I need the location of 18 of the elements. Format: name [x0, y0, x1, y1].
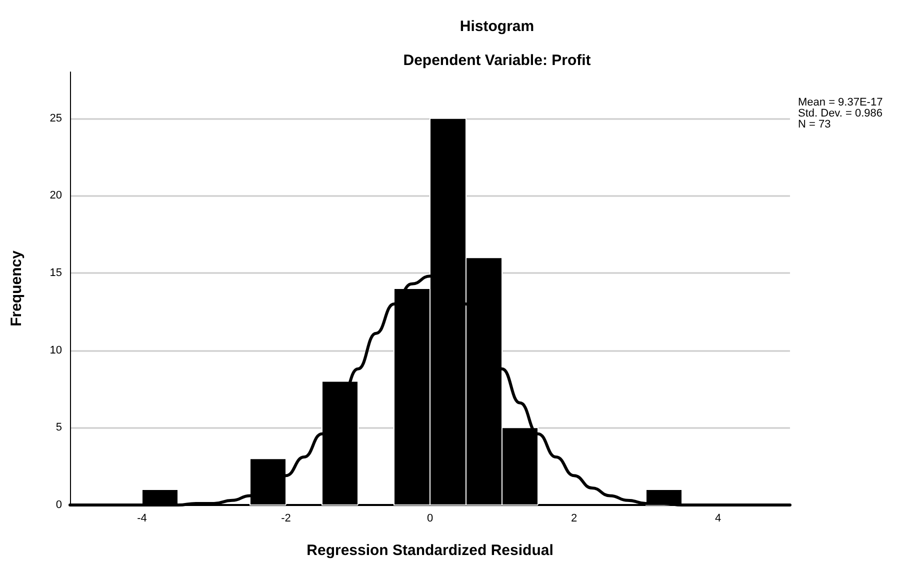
text: Std. Dev. = 0.986 [798, 108, 882, 120]
x-tick-label: -4 [137, 512, 147, 524]
chart-title: Histogram [460, 18, 534, 35]
y-tick-label: 15 [50, 267, 62, 280]
text: Mean = 9.37E-17 [798, 96, 883, 108]
chart-subtitle: Dependent Variable: Profit [403, 52, 591, 69]
y-tick-label: 0 [56, 499, 62, 511]
y-tick-label: 10 [50, 344, 62, 356]
y-tick-label: 25 [50, 112, 62, 124]
y-tick-label: 5 [56, 422, 62, 434]
x-tick-label: 2 [570, 512, 578, 524]
y-tick-label: 20 [50, 190, 62, 202]
x-tick-label: 0 [426, 512, 434, 524]
text: N = 73 [798, 118, 831, 130]
x-tick-label: 4 [714, 512, 722, 524]
x-axis-title: Regression Standardized Residual [306, 542, 554, 559]
y-axis-title: Frequency [8, 250, 25, 326]
x-tick-label: -2 [281, 512, 291, 524]
